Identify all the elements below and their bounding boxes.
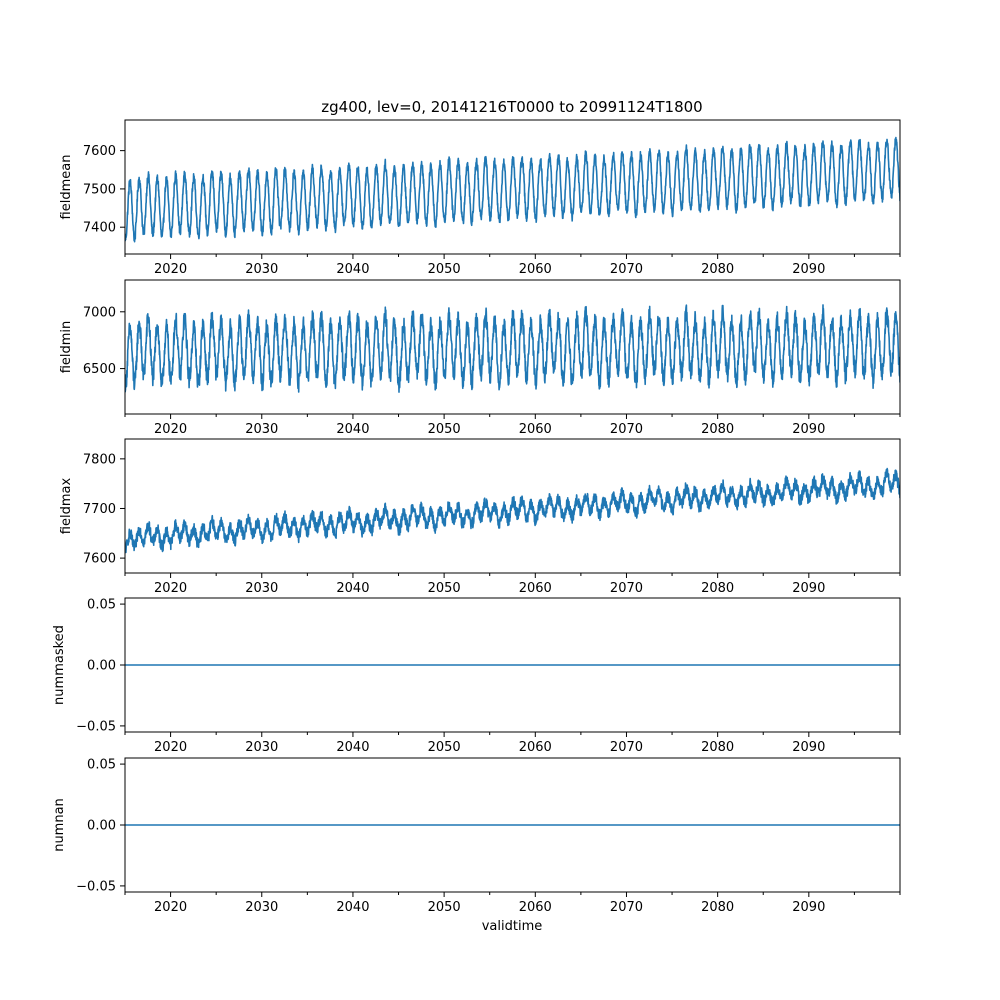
series-line-fieldmax <box>125 467 900 554</box>
x-tick-label: 2090 <box>792 740 825 755</box>
y-tick-label: 6500 <box>83 362 116 377</box>
y-axis-label: fieldmean <box>59 155 74 220</box>
x-tick-label: 2040 <box>336 900 369 915</box>
x-tick-label: 2030 <box>245 262 278 277</box>
y-tick-label: 0.05 <box>87 758 116 773</box>
x-tick-label: 2080 <box>701 581 734 596</box>
y-tick-label: 7700 <box>83 502 116 517</box>
axes-frame <box>124 438 901 574</box>
x-tick-label: 2090 <box>792 422 825 437</box>
x-tick-label: 2070 <box>610 740 643 755</box>
x-tick-label: 2020 <box>154 581 187 596</box>
x-tick-label: 2070 <box>610 900 643 915</box>
series-line-fieldmean <box>125 136 900 243</box>
x-tick-label: 2060 <box>519 262 552 277</box>
x-tick-label: 2090 <box>792 581 825 596</box>
y-tick-label: 0.00 <box>87 659 116 674</box>
y-tick-label: 7500 <box>83 182 116 197</box>
x-tick-label: 2050 <box>428 900 461 915</box>
axes-frame <box>124 119 901 255</box>
y-tick-label: −0.05 <box>76 879 116 894</box>
y-axis-label: numnan <box>52 798 67 852</box>
x-tick-label: 2080 <box>701 262 734 277</box>
x-tick-label: 2050 <box>428 422 461 437</box>
x-tick-label: 2070 <box>610 422 643 437</box>
y-tick-label: −0.05 <box>76 719 116 734</box>
x-tick-label: 2060 <box>519 422 552 437</box>
y-tick-label: 7400 <box>83 221 116 236</box>
x-tick-label: 2040 <box>336 740 369 755</box>
x-tick-label: 2090 <box>792 900 825 915</box>
x-tick-label: 2080 <box>701 422 734 437</box>
x-tick-label: 2060 <box>519 900 552 915</box>
x-tick-label: 2050 <box>428 740 461 755</box>
subplot-numnan: 2020 2030 2040 2050 2060 2070 2080 2090 −0.05 0.0… <box>52 757 901 915</box>
y-tick-label: 7800 <box>83 452 116 467</box>
x-tick-label: 2040 <box>336 422 369 437</box>
y-tick-label: 7600 <box>83 552 116 567</box>
y-tick-label: 7000 <box>83 305 116 320</box>
x-tick-label: 2050 <box>428 262 461 277</box>
x-tick-label: 2050 <box>428 581 461 596</box>
x-tick-label: 2090 <box>792 262 825 277</box>
x-tick-label: 2030 <box>245 900 278 915</box>
x-tick-label: 2030 <box>245 740 278 755</box>
x-tick-label: 2030 <box>245 581 278 596</box>
x-tick-label: 2070 <box>610 581 643 596</box>
x-tick-label: 2060 <box>519 581 552 596</box>
x-tick-label: 2080 <box>701 900 734 915</box>
x-tick-label: 2020 <box>154 422 187 437</box>
y-axis-label: fieldmin <box>59 321 74 374</box>
chart-title: zg400, lev=0, 20141216T0000 to 20991124T… <box>321 98 702 116</box>
x-axis-label: validtime <box>482 919 543 934</box>
y-tick-label: 0.00 <box>87 819 116 834</box>
subplot-fieldmax: 2020 2030 2040 2050 2060 2070 2080 2090 7600 7700… <box>59 438 901 596</box>
y-axis-label: nummasked <box>52 625 67 705</box>
subplot-fieldmean: 2020 2030 2040 2050 2060 2070 2080 2090 7400 7500… <box>59 119 901 277</box>
axes-frame <box>124 279 901 415</box>
subplot-nummasked: 2020 2030 2040 2050 2060 2070 2080 2090 −0.05 0.0… <box>52 597 901 755</box>
x-tick-label: 2020 <box>154 900 187 915</box>
x-tick-label: 2040 <box>336 262 369 277</box>
series-line-fieldmin <box>125 304 900 393</box>
y-tick-label: 0.05 <box>87 598 116 613</box>
x-tick-label: 2060 <box>519 740 552 755</box>
x-tick-label: 2030 <box>245 422 278 437</box>
x-tick-label: 2080 <box>701 740 734 755</box>
x-tick-label: 2020 <box>154 262 187 277</box>
subplots: 2020 2030 2040 2050 2060 2070 2080 2090 7400 7500… <box>52 119 901 915</box>
y-axis-label: fieldmax <box>59 478 74 535</box>
subplot-fieldmin: 2020 2030 2040 2050 2060 2070 2080 2090 6500 7000… <box>59 279 901 437</box>
x-tick-label: 2040 <box>336 581 369 596</box>
x-tick-label: 2070 <box>610 262 643 277</box>
y-tick-label: 7600 <box>83 144 116 159</box>
x-tick-label: 2020 <box>154 740 187 755</box>
